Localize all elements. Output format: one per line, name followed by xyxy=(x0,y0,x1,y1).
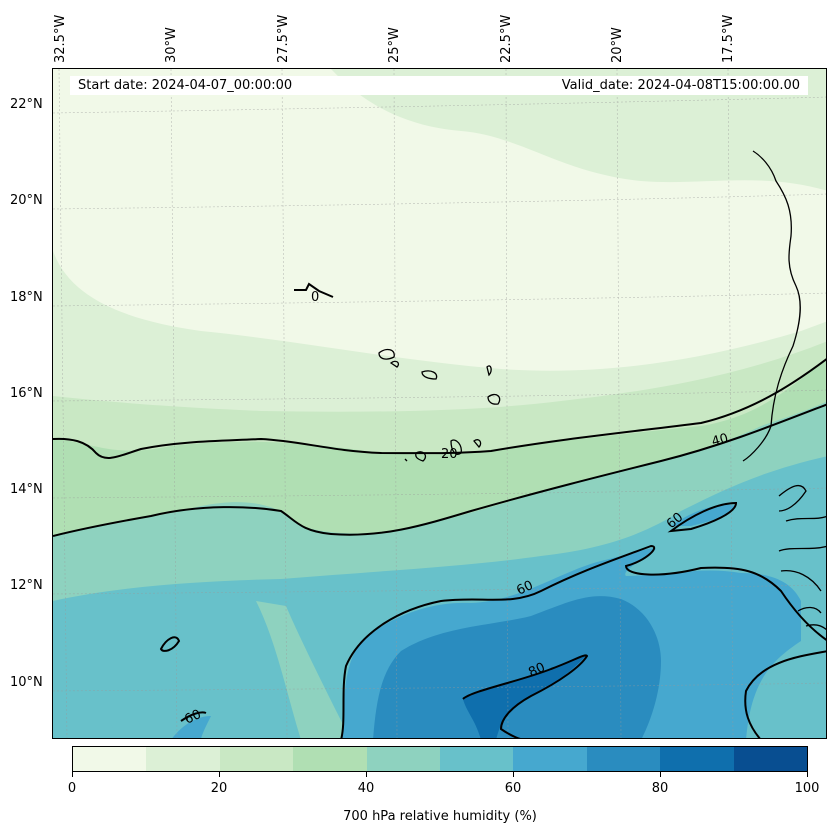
lat-label-16n: 16°N xyxy=(10,386,43,401)
lon-label-32-5w: 32.5°W xyxy=(53,14,68,63)
lat-label-12n: 12°N xyxy=(10,578,43,593)
lon-label-25w: 25°W xyxy=(387,27,402,63)
lat-label-14n: 14°N xyxy=(10,482,43,497)
valid-date-label: Valid_date: 2024-04-08T15:00:00.00 xyxy=(561,78,800,93)
contour-label-0: 0 xyxy=(311,290,319,305)
contour-0 xyxy=(294,282,334,298)
lat-label-18n: 18°N xyxy=(10,290,43,305)
lat-label-10n: 10°N xyxy=(10,675,43,690)
band-10-20-north xyxy=(331,69,826,191)
colorbar-segment xyxy=(513,747,587,771)
colorbar-segment xyxy=(146,747,220,771)
colorbar-tick-label: 60 xyxy=(504,781,522,796)
colorbar-tick-label: 40 xyxy=(357,781,375,796)
colorbar-tick-label: 100 xyxy=(794,781,820,796)
band-60-70-sw xyxy=(172,716,211,738)
band-40-50-tongue xyxy=(256,601,350,738)
colorbar-title: 700 hPa relative humidity (%) xyxy=(343,809,537,824)
contour-label-40: 40 xyxy=(710,431,730,450)
contour-60-sw xyxy=(180,711,207,722)
lon-label-30w: 30°W xyxy=(164,27,179,63)
coastline xyxy=(378,150,826,631)
map-panel[interactable]: 0 20 40 60 60 80 60 xyxy=(52,68,827,739)
date-info-box: Start date: 2024-04-07_00:00:00 Valid_da… xyxy=(70,76,808,95)
lon-label-27-5w: 27.5°W xyxy=(276,14,291,63)
colorbar-segment xyxy=(219,747,294,771)
colorbar-tick-label: 0 xyxy=(67,781,77,796)
lat-label-22n: 22°N xyxy=(10,97,43,112)
contour-40 xyxy=(53,403,826,537)
colorbar-segment xyxy=(440,747,514,771)
colorbar-tick xyxy=(513,772,514,777)
contour-label-20: 20 xyxy=(441,447,458,462)
colorbar-tick xyxy=(807,772,808,777)
lon-label-17-5w: 17.5°W xyxy=(721,14,736,63)
graticule xyxy=(53,69,826,738)
lat-label-20n: 20°N xyxy=(10,193,43,208)
contour-label-80: 80 xyxy=(526,660,547,681)
contour-label-60-center: 60 xyxy=(514,578,535,599)
colorbar-tick xyxy=(366,772,367,777)
colorbar-tick-label: 80 xyxy=(651,781,669,796)
colorbar-tick xyxy=(72,772,73,777)
contour-20 xyxy=(53,358,826,459)
colorbar-segment xyxy=(366,747,441,771)
colorbar-segment xyxy=(73,747,147,771)
colorbar-segment xyxy=(733,747,808,771)
colorbar-segment xyxy=(660,747,734,771)
colorbar-tick-label: 20 xyxy=(210,781,228,796)
lon-label-20w: 20°W xyxy=(610,27,625,63)
band-80-90 xyxy=(463,655,586,738)
contour-60 xyxy=(340,544,826,738)
band-50-60-patch xyxy=(111,717,141,735)
colorbar xyxy=(72,746,808,772)
contour-60-small-east xyxy=(667,501,738,533)
colorbar-tick xyxy=(219,772,220,777)
contour-lines xyxy=(53,282,826,738)
band-70-80 xyxy=(373,596,661,738)
contour-80 xyxy=(462,654,589,738)
colorbar-segment xyxy=(586,747,661,771)
lon-label-22-5w: 22.5°W xyxy=(499,14,514,63)
colorbar-tick xyxy=(660,772,661,777)
contour-label-60-sw: 60 xyxy=(182,707,203,728)
colorbar-segment xyxy=(293,747,367,771)
start-date-label: Start date: 2024-04-07_00:00:00 xyxy=(78,78,293,93)
humidity-map: 0 20 40 60 60 80 60 xyxy=(53,69,826,738)
contour-60-small-west xyxy=(159,636,181,652)
